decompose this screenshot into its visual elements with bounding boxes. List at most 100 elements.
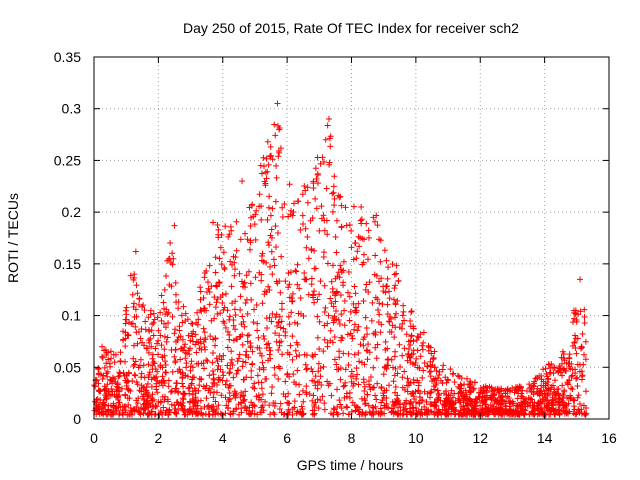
data-point [224, 307, 231, 314]
data-point [135, 328, 142, 335]
data-point [291, 398, 298, 405]
data-point [214, 296, 221, 303]
data-point [244, 338, 251, 345]
data-point [187, 367, 194, 374]
data-point [265, 242, 272, 249]
data-point [348, 227, 355, 234]
x-tick-label: 16 [601, 430, 617, 446]
data-point [454, 372, 461, 379]
data-point [352, 307, 359, 314]
data-point [131, 361, 138, 368]
x-tick-label: 6 [283, 430, 291, 446]
data-point [559, 382, 566, 389]
data-point [577, 276, 584, 283]
data-point [377, 258, 384, 265]
data-point [483, 411, 490, 418]
data-point [183, 364, 190, 371]
data-point [361, 395, 368, 402]
data-point [356, 358, 363, 365]
data-point [578, 344, 585, 351]
data-point [212, 409, 219, 416]
data-point [444, 376, 451, 383]
data-point [219, 300, 226, 307]
data-point [94, 396, 101, 403]
data-point [113, 408, 120, 415]
data-point [119, 337, 126, 344]
data-point [209, 359, 216, 366]
data-point [308, 281, 315, 288]
data-point [162, 311, 169, 318]
data-point [193, 409, 200, 416]
data-point [241, 396, 248, 403]
data-point [260, 407, 267, 414]
data-point [95, 380, 102, 387]
data-point [163, 369, 170, 376]
data-point [185, 409, 192, 416]
data-point [197, 336, 204, 343]
data-point [392, 282, 399, 289]
data-point [364, 256, 371, 263]
data-point [532, 375, 539, 382]
data-point [266, 351, 273, 358]
data-point [386, 288, 393, 295]
axis-ticks [93, 56, 610, 420]
data-point [238, 278, 245, 285]
data-point [391, 372, 398, 379]
data-point [271, 411, 278, 418]
data-point [223, 377, 230, 384]
data-point [239, 313, 246, 320]
data-point [277, 400, 284, 407]
data-point [487, 395, 494, 402]
data-point [237, 333, 244, 340]
data-point [198, 360, 205, 367]
data-point [255, 334, 262, 341]
data-point [310, 180, 317, 187]
data-point [232, 326, 239, 333]
data-point [381, 410, 388, 417]
data-point [565, 395, 572, 402]
data-point [288, 309, 295, 316]
data-point [359, 261, 366, 268]
data-point [570, 403, 577, 410]
data-point [187, 337, 194, 344]
data-point [213, 406, 220, 413]
data-point [230, 374, 237, 381]
data-point [285, 284, 292, 291]
data-point [549, 396, 556, 403]
data-point [280, 325, 287, 332]
data-point [316, 318, 323, 325]
data-point [517, 405, 524, 412]
data-point [216, 255, 223, 262]
data-point [391, 285, 398, 292]
data-point [572, 344, 579, 351]
data-point [217, 244, 224, 251]
data-point [414, 377, 421, 384]
data-point [388, 329, 395, 336]
data-point [142, 318, 149, 325]
data-point [258, 216, 265, 223]
data-point [263, 325, 270, 332]
data-point [314, 154, 321, 161]
data-point [304, 233, 311, 240]
data-point [492, 386, 499, 393]
data-point [256, 366, 263, 373]
data-point [482, 392, 489, 399]
data-point [112, 351, 119, 358]
data-point [125, 401, 132, 408]
data-point [408, 332, 415, 339]
data-point [162, 324, 169, 331]
data-point [540, 411, 547, 418]
data-point [340, 350, 347, 357]
data-point [221, 304, 228, 311]
data-point [581, 320, 588, 327]
data-point [347, 308, 354, 315]
data-point [253, 302, 260, 309]
data-point [374, 341, 381, 348]
data-point [370, 214, 377, 221]
data-point [389, 261, 396, 268]
data-point [188, 358, 195, 365]
data-point [329, 262, 336, 269]
data-point [550, 382, 557, 389]
data-point [500, 387, 507, 394]
data-point [267, 263, 274, 270]
